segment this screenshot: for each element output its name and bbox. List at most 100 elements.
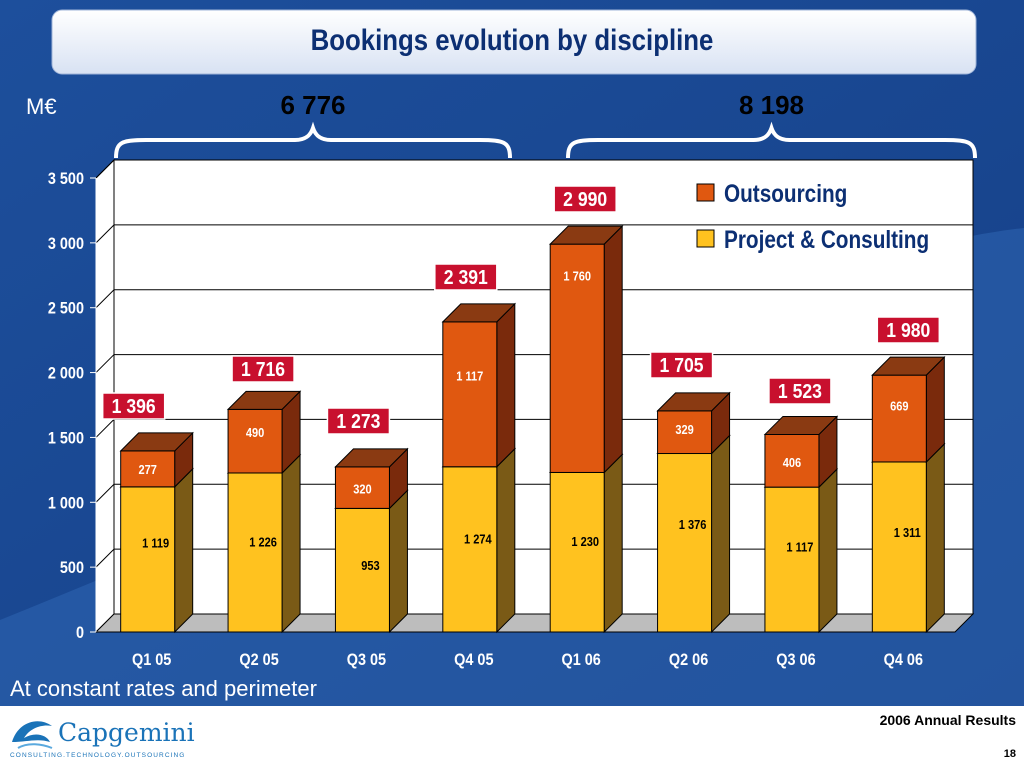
data-label-project-consulting: 1 311 [894, 525, 921, 540]
y-tick-label: 3 500 [48, 170, 84, 188]
total-label: 1 396 [112, 395, 156, 417]
bar-outsourcing-side [603, 224, 623, 474]
title-bar [51, 9, 977, 75]
total-label-box [649, 351, 714, 379]
data-label-outsourcing: 277 [138, 462, 157, 477]
data-label-project-consulting: 1 117 [786, 540, 813, 555]
footnote: At constant rates and perimeter [10, 676, 317, 701]
bar-project-consulting [227, 472, 283, 633]
gridline [95, 159, 973, 179]
total-label: 1 273 [336, 410, 380, 432]
x-tick-label: Q3 05 [347, 651, 387, 669]
bar-outsourcing [549, 243, 605, 473]
data-label-outsourcing: 669 [890, 399, 909, 414]
total-label: 2 391 [444, 266, 488, 288]
x-tick-label: Q2 06 [669, 651, 709, 669]
total-label-box [434, 263, 498, 291]
slide-title: Bookings evolution by discipline [310, 24, 714, 57]
total-label-box [876, 316, 941, 344]
bar-outsourcing-side [496, 302, 516, 468]
bar-project-consulting [549, 471, 605, 633]
bar-project-consulting [657, 453, 713, 633]
y-tick-label: 2 000 [48, 365, 84, 383]
bar-outsourcing-top [226, 390, 302, 410]
data-label-project-consulting: 1 119 [142, 536, 169, 551]
x-tick-label: Q4 06 [884, 651, 924, 669]
data-label-outsourcing: 320 [353, 482, 372, 497]
data-label-project-consulting: 1 274 [464, 532, 492, 547]
logo-tagline: CONSULTING.TECHNOLOGY.OUTSOURCING [10, 752, 186, 759]
bar-project-consulting-side [711, 434, 731, 634]
bar-outsourcing-top [871, 356, 946, 376]
bar-project-consulting-side [496, 447, 516, 634]
bar-project-consulting-side [818, 467, 838, 634]
bar-outsourcing-top [334, 448, 409, 468]
total-label: 1 523 [778, 380, 822, 402]
legend-label-project-consulting: Project & Consulting [724, 225, 929, 253]
x-tick-label: Q1 05 [132, 651, 172, 669]
total-label-box [231, 355, 295, 383]
data-label-project-consulting: 1 226 [249, 535, 277, 550]
bar-project-consulting-side [603, 453, 623, 634]
year-brace-2005 [114, 121, 512, 159]
bar-project-consulting-side [388, 489, 408, 634]
y-tick-label: 0 [76, 624, 84, 642]
data-label-project-consulting: 1 230 [571, 534, 599, 549]
capgemini-logo-icon [12, 721, 53, 749]
x-tick-label: Q3 06 [776, 651, 816, 669]
year-total-2005: 6 776 [280, 90, 345, 120]
legend-swatch-outsourcing [696, 183, 715, 202]
data-label-outsourcing: 406 [783, 455, 802, 470]
bar-outsourcing-top [548, 225, 624, 245]
data-label-outsourcing: 1 117 [456, 368, 483, 383]
bar-outsourcing [227, 408, 283, 474]
bar-outsourcing [657, 410, 713, 455]
bar-project-consulting-side [925, 442, 945, 634]
data-label-outsourcing: 490 [246, 425, 265, 440]
bar-outsourcing-top [441, 303, 517, 323]
bar-outsourcing-top [763, 415, 839, 435]
data-label-outsourcing: 1 760 [563, 268, 591, 283]
total-label-box [326, 407, 391, 435]
bar-project-consulting [334, 507, 390, 633]
plot-floor [94, 613, 975, 633]
bar-project-consulting-side [174, 467, 194, 634]
bar-outsourcing [871, 374, 927, 463]
bar-outsourcing [442, 321, 498, 468]
legend-swatch-project-consulting [696, 229, 715, 248]
bar-project-consulting [871, 461, 927, 633]
bar-project-consulting [442, 466, 498, 633]
gridline [95, 224, 973, 244]
y-tick-label: 1 000 [48, 494, 84, 512]
total-label: 1 716 [241, 358, 285, 380]
total-label: 1 705 [660, 354, 704, 376]
x-tick-label: Q4 05 [454, 651, 494, 669]
y-tick-label: 1 500 [48, 429, 84, 447]
data-label-outsourcing: 329 [675, 422, 694, 437]
bar-outsourcing-top [656, 392, 731, 412]
gridline [95, 289, 973, 309]
logo-wordmark: Capgemini [58, 718, 195, 747]
year-total-2006: 8 198 [739, 90, 804, 120]
data-label-project-consulting: 953 [361, 558, 380, 573]
bar-project-consulting [120, 486, 176, 633]
total-label-box [553, 185, 617, 213]
x-tick-label: Q1 06 [562, 651, 602, 669]
year-brace-2006 [566, 121, 977, 159]
y-tick-label: 2 500 [48, 300, 84, 318]
x-tick-label: Q2 05 [239, 651, 279, 669]
total-label: 2 990 [563, 188, 607, 210]
bar-outsourcing-top [119, 432, 194, 452]
page-number: 18 [1003, 748, 1016, 760]
bar-project-consulting-side [281, 453, 301, 634]
total-label: 1 980 [886, 319, 930, 341]
bar-project-consulting [764, 486, 820, 633]
y-tick-label: 500 [60, 559, 84, 577]
bar-outsourcing [334, 466, 390, 509]
data-label-project-consulting: 1 376 [679, 517, 707, 532]
report-label: 2006 Annual Results [879, 712, 1016, 728]
legend-label-outsourcing: Outsourcing [724, 179, 847, 207]
y-tick-label: 3 000 [48, 235, 84, 253]
